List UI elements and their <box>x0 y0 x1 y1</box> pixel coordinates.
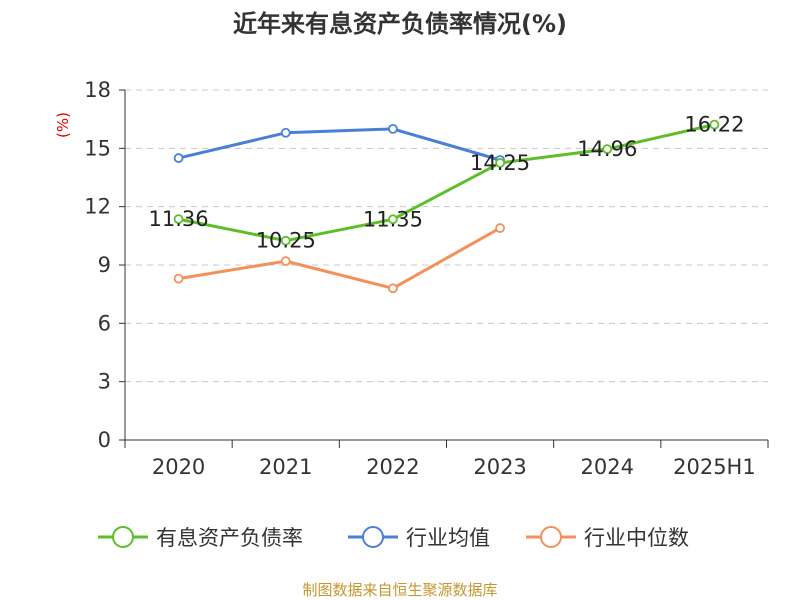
legend-marker <box>540 526 562 548</box>
series-layer <box>173 119 720 294</box>
x-tick-label: 2021 <box>259 455 312 479</box>
legend-item-1: 行业均值 <box>348 526 490 550</box>
data-point <box>173 214 184 225</box>
data-point <box>388 283 398 294</box>
x-tick-label: 2023 <box>473 455 526 479</box>
y-tick-label: 9 <box>98 253 111 277</box>
data-point <box>495 223 505 233</box>
data-point <box>388 123 398 134</box>
y-axis-unit: (%) <box>54 112 72 138</box>
data-point <box>173 153 184 163</box>
x-tick-label: 2020 <box>152 455 205 479</box>
data-label: 10.25 <box>256 229 316 253</box>
x-tick-label: 2022 <box>366 455 419 479</box>
gridlines <box>125 89 768 383</box>
legend-marker <box>112 526 134 548</box>
axes: 0 3 6 9 12 15 18 2020 2021 2022 2023 2024 2025H1 <box>84 78 769 479</box>
legend-label: 行业中位数 <box>584 526 689 550</box>
data-point <box>280 235 291 246</box>
legend-item-2: 行业中位数 <box>526 526 689 550</box>
data-labels: 11.36 10.25 11.35 14.25 14.96 16.22 <box>149 113 745 253</box>
series-line-0 <box>178 123 715 243</box>
legend: 有息资产负债率 行业均值 行业中位数 <box>98 526 689 550</box>
y-tick-label: 15 <box>84 136 111 160</box>
data-label: 11.35 <box>363 207 423 231</box>
legend-label: 有息资产负债率 <box>156 526 303 550</box>
data-label: 14.96 <box>577 137 637 161</box>
data-label: 16.22 <box>684 113 744 137</box>
y-tick-label: 3 <box>98 370 111 394</box>
data-point <box>495 158 505 168</box>
series-line-1 <box>178 127 501 162</box>
series-line-2 <box>178 226 501 290</box>
chart-title: 近年来有息资产负债率情况(%) <box>233 10 567 38</box>
x-tick-label: 2025H1 <box>673 455 756 479</box>
legend-marker <box>362 526 384 548</box>
y-tick-label: 6 <box>98 311 111 335</box>
data-point <box>173 273 184 284</box>
legend-item-0: 有息资产负债率 <box>98 526 303 550</box>
y-tick-label: 12 <box>84 195 111 219</box>
data-point <box>280 127 291 138</box>
source-note: 制图数据来自恒生聚源数据库 <box>302 581 497 599</box>
legend-label: 行业均值 <box>406 526 490 550</box>
data-label: 11.36 <box>149 207 209 231</box>
x-tick-label: 2024 <box>581 455 634 479</box>
data-label: 14.25 <box>470 151 530 175</box>
data-point <box>280 256 291 267</box>
y-tick-label: 0 <box>98 428 111 452</box>
data-point <box>709 119 720 130</box>
data-point <box>602 144 613 155</box>
y-tick-label: 18 <box>84 78 111 102</box>
data-point <box>388 214 398 225</box>
